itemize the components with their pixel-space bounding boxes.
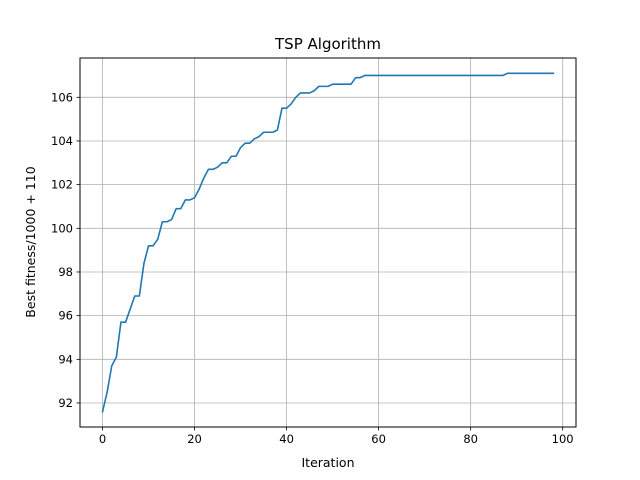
- x-tick-label: 60: [371, 432, 386, 446]
- y-axis-title: Best fitness/1000 + 110: [23, 166, 38, 317]
- grid-lines: [80, 58, 576, 427]
- x-tick-label: 0: [99, 432, 106, 446]
- x-tick-label: 40: [279, 432, 294, 446]
- x-tick-label: 80: [463, 432, 478, 446]
- y-tick-label: 100: [51, 221, 73, 235]
- series-line-0: [101, 72, 555, 413]
- y-tick-label: 104: [51, 134, 73, 148]
- x-tick-label: 20: [187, 432, 202, 446]
- axis-ticks: 0 20 40 60 80 100 92 94 96 98 100 102 104 106: [51, 90, 574, 446]
- x-tick-label: 100: [552, 432, 574, 446]
- series-layer: [101, 72, 555, 413]
- y-tick-label: 102: [51, 178, 73, 192]
- y-tick-label: 96: [58, 309, 73, 323]
- y-tick-label: 94: [58, 352, 73, 366]
- x-axis-title: Iteration: [301, 455, 354, 470]
- plot-frame: [79, 57, 577, 428]
- y-tick-label: 106: [51, 90, 73, 104]
- chart-title: TSP Algorithm: [274, 35, 381, 53]
- y-tick-label: 98: [58, 265, 73, 279]
- y-tick-label: 92: [58, 396, 73, 410]
